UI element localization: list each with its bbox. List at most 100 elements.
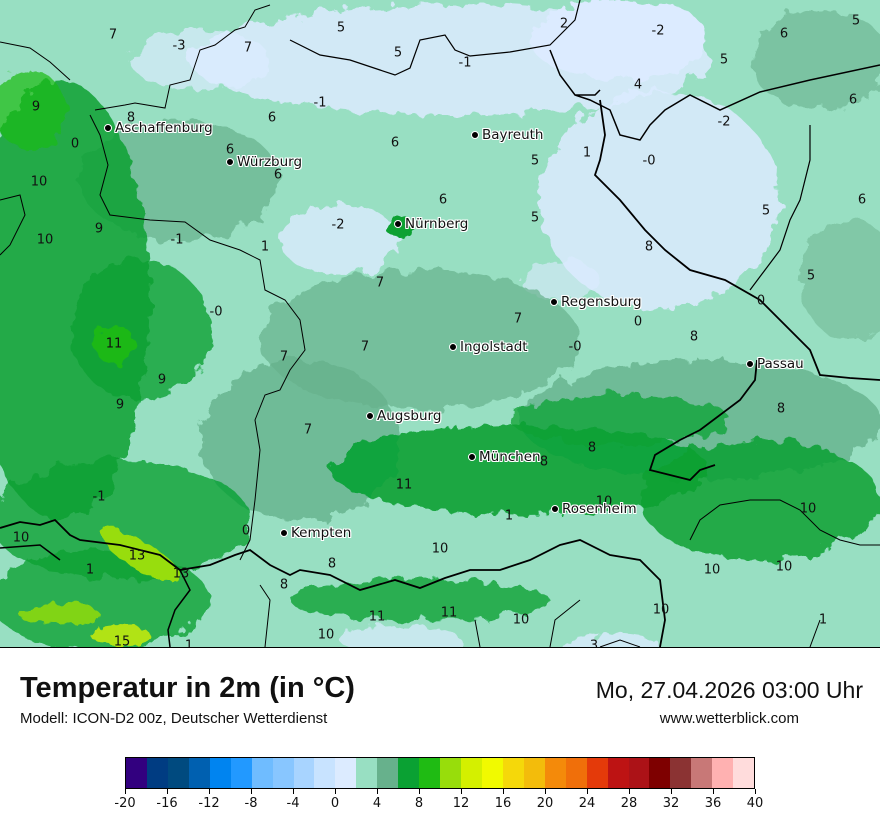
colorbar-tick-mark: [628, 789, 630, 794]
website-link[interactable]: www.wetterblick.com: [659, 710, 799, 727]
colorbar-segment: [293, 758, 315, 788]
temperature-value: -1: [458, 55, 472, 71]
temperature-value: 8: [689, 329, 699, 345]
temperature-value: 5: [393, 45, 403, 61]
colorbar-tick-mark: [334, 789, 336, 794]
temperature-value: 7: [303, 422, 313, 438]
temperature-value: 7: [108, 27, 118, 43]
city-marker: Regensburg: [550, 294, 642, 310]
colorbar-segment: [712, 758, 734, 788]
temperature-value: 2: [559, 16, 569, 32]
temperature-value: 7: [360, 339, 370, 355]
temperature-value: 1: [582, 145, 592, 161]
city-dot-icon: [280, 529, 288, 537]
colorbar-segment: [523, 758, 545, 788]
temperature-value: 6: [273, 167, 283, 183]
colorbar-segment: [251, 758, 273, 788]
colorbar-segment: [544, 758, 566, 788]
temperature-value: 5: [806, 268, 816, 284]
temperature-value: 9: [94, 221, 104, 237]
city-marker: Bayreuth: [471, 127, 544, 143]
temperature-value: -0: [642, 153, 656, 169]
colorbar-segment: [628, 758, 650, 788]
temperature-value: 8: [776, 401, 786, 417]
temperature-value: -2: [651, 23, 665, 39]
temperature-value: 7: [375, 275, 385, 291]
temperature-value: 5: [336, 20, 346, 36]
temperature-value: 7: [279, 349, 289, 365]
city-dot-icon: [471, 131, 479, 139]
temperature-value: 6: [779, 26, 789, 42]
temperature-value: 8: [539, 454, 549, 470]
temperature-value: 6: [267, 110, 277, 126]
temperature-value: 7: [243, 40, 253, 56]
colorbar-tick-label: 12: [452, 796, 470, 811]
colorbar-segment: [146, 758, 168, 788]
colorbar-tick-label: 24: [578, 796, 596, 811]
colorbar-segment: [314, 758, 336, 788]
colorbar-tick-label: 36: [704, 796, 722, 811]
temperature-value: 7: [513, 311, 523, 327]
temperature-value: 10: [431, 541, 449, 557]
temperature-value: 10: [703, 562, 721, 578]
temperature-value: 10: [30, 174, 48, 190]
temperature-value: 15: [113, 634, 131, 648]
temperature-value: 6: [438, 192, 448, 208]
colorbar-tick-label: -12: [198, 796, 220, 811]
colorbar-segment: [126, 758, 147, 788]
temperature-colorbar: [125, 757, 755, 789]
colorbar-segment: [733, 758, 755, 788]
colorbar-segment: [461, 758, 482, 788]
city-name: Ingolstadt: [460, 339, 528, 355]
city-dot-icon: [449, 343, 457, 351]
temperature-value: 10: [652, 602, 670, 618]
temperature-value: 9: [31, 99, 41, 115]
colorbar-tick-mark: [460, 789, 462, 794]
city-marker: Ingolstadt: [449, 339, 528, 355]
colorbar-tick-mark: [544, 789, 546, 794]
temperature-value: 3: [589, 638, 599, 648]
colorbar-segment: [586, 758, 608, 788]
colorbar-segment: [670, 758, 692, 788]
temperature-value: -2: [717, 114, 731, 130]
colorbar-tick-mark: [586, 789, 588, 794]
temperature-value: 11: [105, 336, 123, 352]
colorbar-segment: [440, 758, 461, 788]
temperature-value: 10: [595, 494, 613, 510]
city-name: München: [479, 449, 541, 465]
colorbar-tick-mark: [376, 789, 378, 794]
temperature-value: 5: [530, 210, 540, 226]
colorbar-segment: [188, 758, 210, 788]
colorbar-segment: [481, 758, 503, 788]
temperature-value: 1: [818, 612, 828, 628]
city-name: Kempten: [291, 525, 352, 541]
temperature-value: 0: [70, 136, 80, 152]
colorbar-segment: [691, 758, 713, 788]
city-name: Nürnberg: [405, 216, 469, 232]
colorbar-segment: [565, 758, 587, 788]
city-dot-icon: [468, 453, 476, 461]
colorbar-tick-mark: [208, 789, 210, 794]
colorbar-tick-label: 20: [536, 796, 554, 811]
city-dot-icon: [366, 412, 374, 420]
temperature-value: 10: [799, 501, 817, 517]
temperature-value: 8: [587, 440, 597, 456]
temperature-value: 1: [184, 638, 194, 648]
colorbar-tick-label: 8: [414, 796, 424, 811]
city-dot-icon: [550, 298, 558, 306]
city-dot-icon: [104, 124, 112, 132]
colorbar-tick-mark: [754, 789, 756, 794]
city-dot-icon: [746, 360, 754, 368]
colorbar-segment: [502, 758, 524, 788]
temperature-value: 8: [327, 556, 337, 572]
temperature-value: 8: [126, 110, 136, 126]
temperature-value: 13: [172, 566, 190, 582]
temperature-value: 11: [440, 605, 458, 621]
colorbar-segment: [209, 758, 231, 788]
colorbar-segment: [377, 758, 399, 788]
temperature-value: 10: [12, 530, 30, 546]
colorbar-segment: [356, 758, 378, 788]
colorbar-segment: [607, 758, 629, 788]
temperature-value: -0: [209, 304, 223, 320]
city-marker: Rosenheim: [551, 501, 637, 517]
